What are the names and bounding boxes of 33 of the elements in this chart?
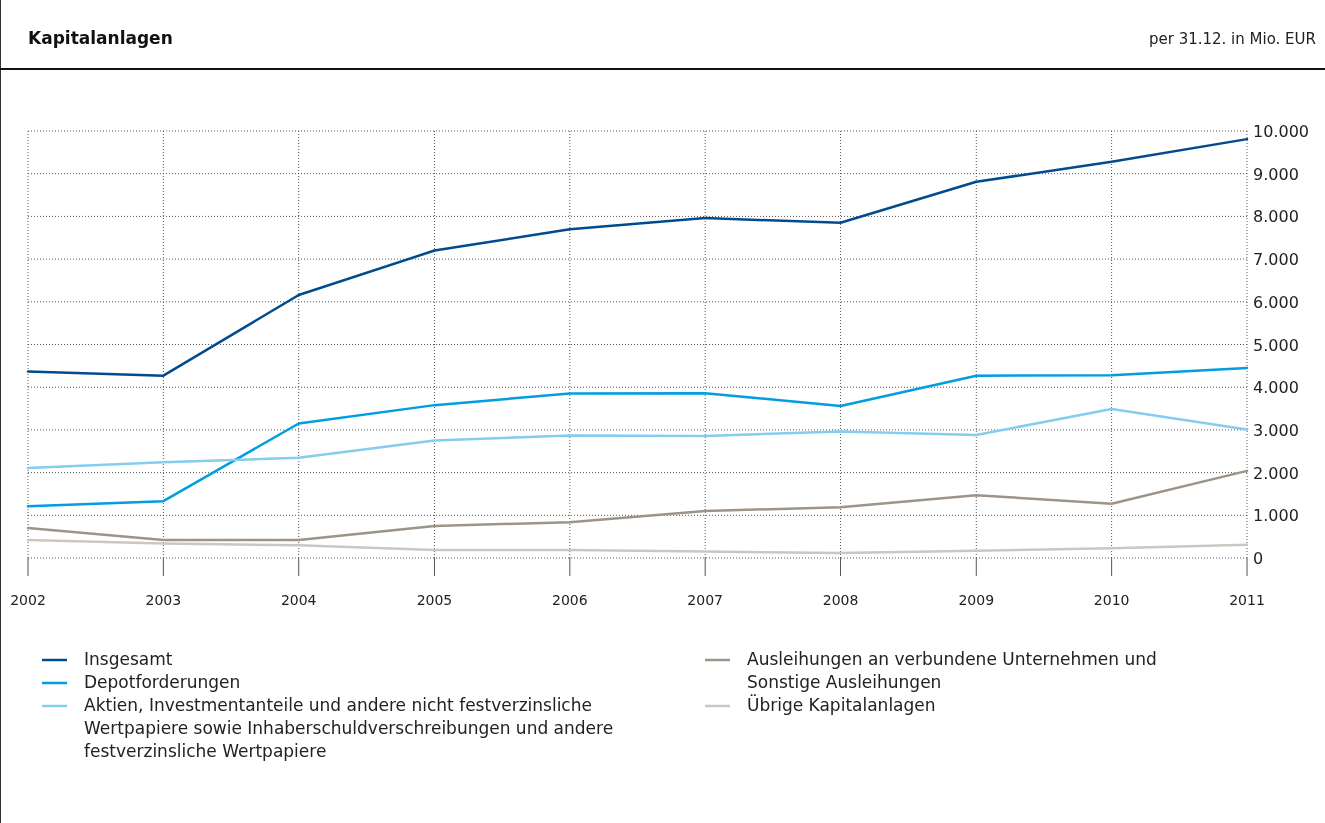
x-tick-label: 2009: [958, 592, 995, 608]
y-tick-label: 5.000: [1253, 335, 1299, 355]
legend-label: Aktien, Investmentanteile und andere nicht festverzinsliche Wertpapiere sowie Inhaberschuldverschreibungen und andere festverzinsliche Wertpapiere: [84, 695, 614, 761]
y-tick-label: 8.000: [1253, 207, 1299, 227]
chart-subtitle: per 31.12. in Mio. EUR: [1148, 30, 1316, 48]
y-tick-label: 2.000: [1253, 463, 1299, 483]
x-tick-label: 2005: [416, 592, 453, 608]
y-tick-label: 9.000: [1253, 164, 1299, 184]
legend-label: Insgesamt: [84, 649, 173, 669]
y-tick-label: 7.000: [1253, 250, 1299, 270]
y-tick-label: 3.000: [1253, 420, 1299, 440]
y-tick-label: 1.000: [1253, 506, 1299, 526]
x-tick-label: 2004: [280, 592, 317, 608]
line-series: [26, 538, 1249, 555]
legend-label: Ausleihungen an verbundene Unternehmen und Sonstige Ausleihungen: [747, 649, 1157, 692]
legend-label: Depotforderungen: [84, 672, 241, 692]
x-tick-label: 2011: [1229, 592, 1265, 608]
x-tick-label: 2003: [145, 592, 182, 608]
line-series: [26, 137, 1249, 377]
y-tick-label: 10.000: [1253, 122, 1309, 141]
line-series: [26, 469, 1249, 542]
x-tick-label: 2008: [822, 592, 859, 608]
x-tick-label: 2002: [10, 592, 46, 608]
x-tick-label: 2006: [552, 592, 588, 608]
x-tick-label: 2010: [1093, 592, 1130, 608]
line-series: [26, 407, 1249, 470]
chart-title: Kapitalanlagen: [28, 28, 173, 48]
y-tick-label: 6.000: [1253, 292, 1299, 312]
x-tick-label: 2007: [687, 592, 723, 608]
y-tick-label: 4.000: [1253, 378, 1299, 398]
line-series: [26, 366, 1249, 508]
legend-label: Übrige Kapitalanlagen: [747, 694, 936, 715]
y-tick-label: 0: [1253, 549, 1264, 568]
